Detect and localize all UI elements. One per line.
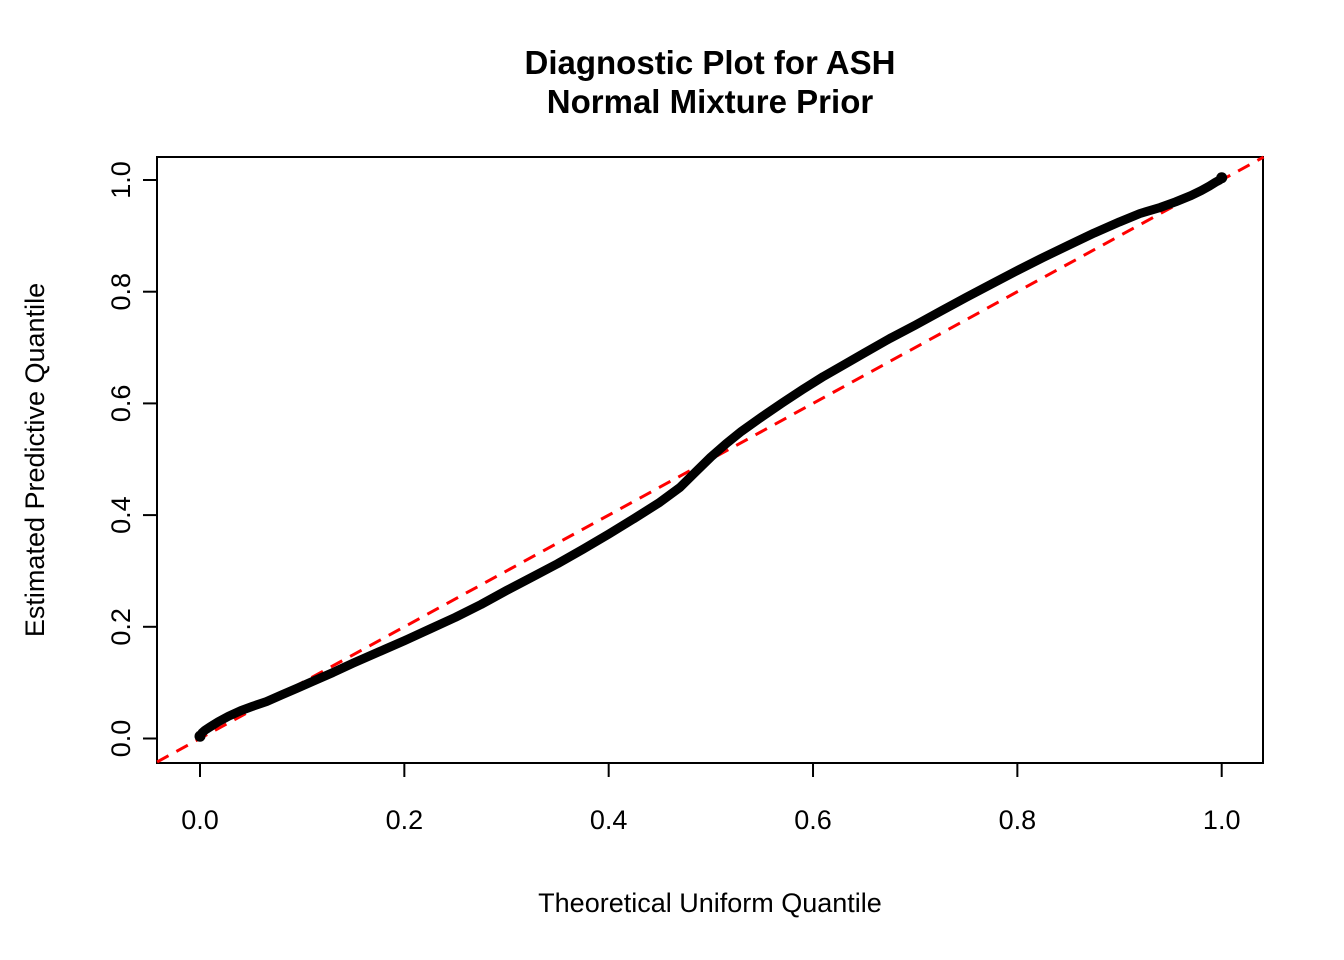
- x-tick-label: 0.4: [590, 805, 628, 835]
- plot-area-border: [156, 156, 1264, 764]
- y-tick-label: 0.0: [106, 720, 136, 758]
- x-axis-title: Theoretical Uniform Quantile: [538, 888, 882, 918]
- y-tick-label: 1.0: [106, 161, 136, 199]
- y-tick-label: 0.8: [106, 273, 136, 311]
- x-tick-label: 1.0: [1203, 805, 1241, 835]
- y-tick-label: 0.6: [106, 385, 136, 423]
- quantile-curve: [195, 173, 1227, 741]
- x-axis: 0.0 0.2 0.4 0.6 0.8 1.0: [181, 763, 1240, 835]
- chart-title-line-2: Normal Mixture Prior: [547, 83, 874, 120]
- x-tick-label: 0.2: [386, 805, 424, 835]
- y-axis: 0.0 0.2 0.4 0.6 0.8 1.0: [106, 161, 157, 757]
- chart-title-line-1: Diagnostic Plot for ASH: [525, 44, 896, 81]
- y-axis-title: Estimated Predictive Quantile: [20, 283, 50, 637]
- x-tick-label: 0.0: [181, 805, 219, 835]
- x-tick-label: 0.6: [794, 805, 832, 835]
- curve-start-point: [194, 730, 206, 742]
- curve-end-point: [1216, 172, 1228, 184]
- identity-reference-line: [156, 155, 1265, 764]
- y-tick-label: 0.4: [106, 496, 136, 534]
- y-tick-label: 0.2: [106, 608, 136, 646]
- x-tick-label: 0.8: [999, 805, 1037, 835]
